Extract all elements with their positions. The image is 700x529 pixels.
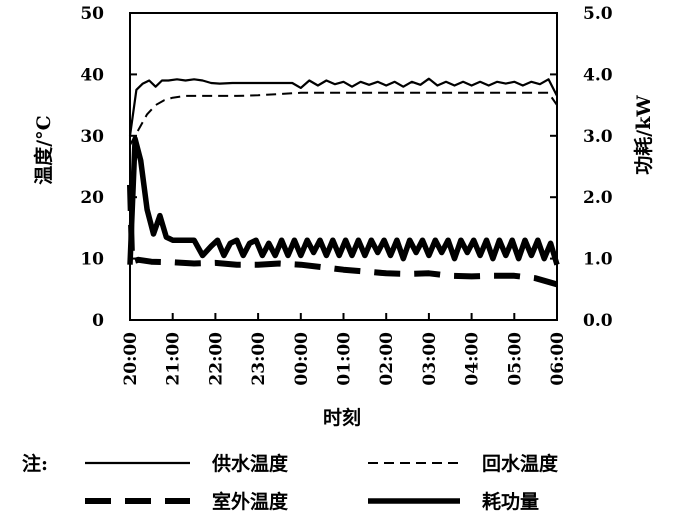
- series-layer: [127, 77, 560, 288]
- series-line-3: [127, 184, 558, 288]
- y-left-tick-label: 20: [80, 188, 104, 208]
- x-tick-label: 01:00: [335, 332, 355, 386]
- y-right-tick-label: 0.0: [583, 311, 613, 331]
- x-tick-label: 02:00: [377, 332, 397, 386]
- y-right-tick-label: 5.0: [583, 4, 613, 24]
- y-left-tick-label: 40: [80, 65, 104, 85]
- y-left-tick-label: 0: [92, 311, 104, 331]
- x-tick-label: 21:00: [164, 332, 184, 386]
- x-axis-title: 时刻: [323, 406, 361, 429]
- x-tick-label: 20:00: [121, 332, 141, 386]
- legend-label-2: 回水温度: [482, 452, 559, 475]
- axes-layer: [129, 12, 558, 321]
- legend-label-3: 室外温度: [212, 490, 289, 513]
- x-tick-label: 04:00: [463, 332, 483, 386]
- y-right-tick-label: 2.0: [583, 188, 613, 208]
- x-tick-label: 22:00: [206, 332, 226, 386]
- labels-layer: 时刻 温度/°C 功耗/kW 0 10 20 30 40 50 0.0 1.0 2.0 3.0 4.…: [32, 4, 655, 429]
- y-left-tick-label: 50: [80, 4, 104, 24]
- y-right-tick-label: 4.0: [583, 65, 613, 85]
- series-line-2: [129, 91, 558, 146]
- legend-label-4: 耗功量: [482, 491, 539, 513]
- legend-note: 注:: [22, 452, 48, 475]
- x-tick-label: 06:00: [548, 332, 568, 386]
- y-axis-right-title: 功耗/kW: [633, 95, 655, 175]
- plot-frame: [129, 12, 558, 321]
- x-tick-label: 03:00: [420, 332, 440, 386]
- y-left-tick-label: 30: [80, 127, 104, 147]
- y-right-tick-label: 1.0: [583, 250, 613, 270]
- x-tick-label: 05:00: [505, 332, 525, 386]
- y-right-tick-label: 3.0: [583, 127, 613, 147]
- x-tick-label: 23:00: [249, 332, 269, 386]
- x-tick-label: 00:00: [292, 332, 312, 386]
- y-left-tick-label: 10: [80, 250, 104, 270]
- series-line-1: [128, 77, 558, 136]
- legend-label-1: 供水温度: [211, 452, 289, 475]
- series-line-4: [127, 136, 560, 266]
- y-axis-left-title: 温度/°C: [32, 115, 55, 185]
